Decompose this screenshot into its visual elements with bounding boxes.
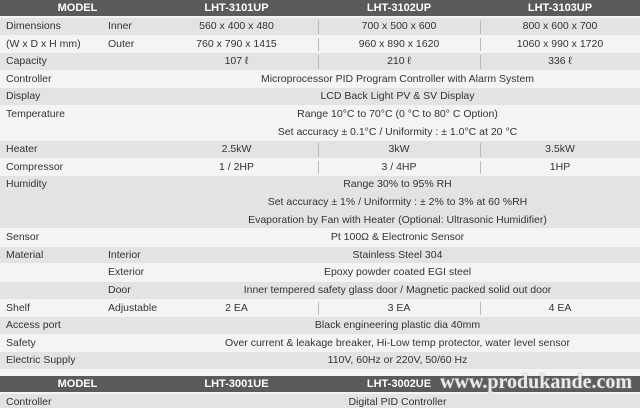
divider [480,143,481,157]
divider [318,37,319,52]
cell-span: Epoxy powder coated EGI steel [323,266,472,279]
cell-span: Over current & leakage breaker, Hi-Low t… [225,336,570,349]
divider [318,160,319,175]
divider [480,160,481,175]
row-sublabel: Exterior [108,266,145,279]
row-label: Dimensions [6,20,61,32]
header-cell: LHT-3102UP [366,2,432,14]
row-label: Access port [6,319,61,332]
row-label: (W x D x H mm) [6,37,81,50]
row-band [0,88,640,105]
cell: 210 ℓ [387,55,411,68]
row-label: Humidity [6,178,47,191]
cell: 960 x 890 x 1620 [358,37,440,50]
cell-span: Range 30% to 95% RH [343,178,452,191]
row-band [0,176,640,229]
cell: 3 EA [387,301,411,314]
cell: 800 x 600 x 700 [522,20,598,32]
cell: 2 EA [225,301,248,314]
row-band [0,352,640,369]
cell: 336 ℓ [548,55,572,68]
divider [480,37,481,52]
cell-span: Stainless Steel 304 [352,248,443,261]
row-label: Compressor [6,160,64,173]
cell-span: Black engineering plastic dia 40mm [314,319,481,332]
row-sublabel: Door [108,284,131,296]
cell-span: Microprocessor PID Program Controller wi… [260,72,535,85]
row-label: Temperature [6,108,65,120]
cell-span: 110V, 60Hz or 220V, 50/60 Hz [327,354,468,367]
row-label: Heater [6,143,38,156]
cell: 560 x 400 x 480 [199,20,274,32]
cell: 700 x 500 x 600 [361,20,437,32]
cell: 2.5kW [221,143,252,156]
divider [480,20,481,34]
header-bar [0,0,640,16]
cell-span: LCD Back Light PV & SV Display [320,90,475,103]
row-sublabel: Adjustable [108,301,158,314]
row-label: Controller [6,72,52,85]
watermark: www.produkande.com [440,371,632,393]
row-sublabel: Inner [108,20,132,32]
row-label: Safety [6,336,36,349]
cell-span: Digital PID Controller [348,396,447,408]
row-band [0,394,640,408]
cell: 3.5kW [545,143,575,156]
divider [480,55,481,69]
row-label: Controller [6,396,52,408]
cell-span: Set accuracy ± 1% / Uniformity : ± 2% to… [267,196,528,208]
cell-span: Set accuracy ± 0.1°C / Uniformity : ± 1.… [277,125,518,138]
header-cell: LHT-3002UE [366,378,432,390]
row-label: Material [6,248,44,261]
row-sublabel: Interior [108,248,141,261]
divider [480,301,481,316]
cell: 3 / 4HP [381,160,417,173]
header-bar [0,376,640,392]
row-band [0,246,640,264]
divider [318,20,319,34]
cell-span: Evaporation by Fan with Heater (Optional… [248,213,547,226]
row-label: Electric Supply [6,354,76,367]
row-label: Capacity [6,55,47,68]
cell: 760 x 790 x 1415 [196,37,277,50]
header-cell: MODEL [57,2,98,14]
row-label: Shelf [6,301,30,314]
cell: 3kW [388,143,410,156]
header-cell: LHT-3103UP [527,2,593,14]
cell-span: Inner tempered safety glass door / Magne… [243,284,552,296]
row-label: Display [6,90,41,103]
divider [318,55,319,69]
cell: 107 ℓ [224,55,249,68]
cell-span: Pt 100Ω & Electronic Sensor [330,231,465,244]
header-cell: LHT-3101UP [204,2,269,14]
row-band [0,317,640,334]
cell: 1 / 2HP [218,160,255,173]
header-cell: MODEL [57,378,98,390]
row-label: Sensor [6,231,40,244]
row-sublabel: Outer [108,37,135,50]
cell: 1060 x 990 x 1720 [516,37,604,50]
row-band [0,282,640,299]
cell-span: Range 10°C to 70°C (0 °C to 80° C Option… [297,108,498,120]
header-cell: LHT-3001UE [204,378,269,390]
cell: 4 EA [548,301,572,314]
divider [318,143,319,157]
divider [318,301,319,316]
cell: 1HP [549,160,571,173]
